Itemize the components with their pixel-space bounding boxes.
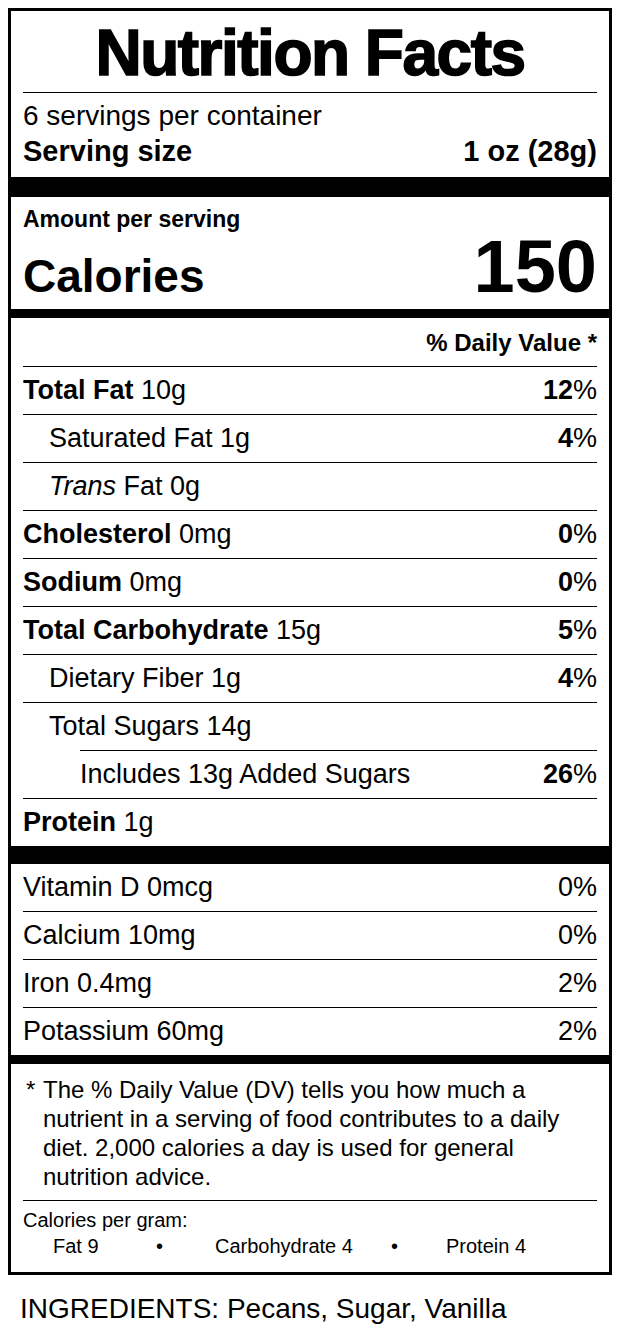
- nutrient-row-protein: Protein 1g: [23, 799, 597, 846]
- nutrient-name: Trans Fat 0g: [49, 471, 200, 502]
- nutrient-row-dietary-fiber: Dietary Fiber 1g 4%: [23, 655, 597, 703]
- nutrient-name-bold: Total Carbohydrate: [23, 615, 269, 645]
- nutrient-name: Protein 1g: [23, 807, 154, 838]
- daily-value-footnote: * The % Daily Value (DV) tells you how m…: [23, 1064, 597, 1201]
- nutrient-row-total-fat: Total Fat 10g 12%: [23, 367, 597, 415]
- micronutrient-row-vitamin-d: Vitamin D 0mcg 0%: [23, 864, 597, 912]
- cpg-carbohydrate: Carbohydrate 4: [215, 1235, 353, 1258]
- nutrient-name: Dietary Fiber 1g: [49, 663, 241, 694]
- ingredients-statement: INGREDIENTS: Pecans, Sugar, Vanilla Extr…: [20, 1292, 600, 1327]
- footnote-line: nutrient in a serving of food contribute…: [43, 1104, 559, 1133]
- calories-value: 150: [474, 233, 597, 301]
- thick-divider-bar: [11, 846, 609, 864]
- cpg-fat: Fat 9: [53, 1235, 99, 1258]
- footnote-line: diet. 2,000 calories a day is used for g…: [43, 1133, 559, 1162]
- nutrient-name-bold: Sodium: [23, 567, 122, 597]
- daily-value-cell: 0%: [558, 567, 597, 598]
- dv-number: 4: [558, 423, 573, 453]
- nutrient-amount: 0mg: [122, 567, 182, 597]
- nutrient-name: Cholesterol 0mg: [23, 519, 232, 550]
- bullet-separator: •: [156, 1235, 163, 1258]
- nutrient-amount: 15g: [269, 615, 322, 645]
- dv-number: 5: [558, 615, 573, 645]
- dv-percent-sign: %: [573, 375, 597, 405]
- dv-percent-sign: %: [573, 519, 597, 549]
- nutrient-name-bold: Total Fat: [23, 375, 134, 405]
- daily-value-cell: 2%: [558, 968, 597, 999]
- daily-value-cell: 2%: [558, 1016, 597, 1047]
- daily-value-cell: 4%: [558, 663, 597, 694]
- calories-per-gram-section: Calories per gram: Fat 9 • Carbohydrate …: [23, 1201, 597, 1272]
- daily-value-cell: 26%: [543, 759, 597, 790]
- micronutrient-name: Vitamin D 0mcg: [23, 872, 213, 903]
- daily-value-cell: 0%: [558, 920, 597, 951]
- micronutrient-row-potassium: Potassium 60mg 2%: [23, 1008, 597, 1055]
- dv-number: 0: [558, 567, 573, 597]
- dv-percent-sign: %: [573, 615, 597, 645]
- medium-divider-bar: [11, 309, 609, 318]
- calories-per-gram-heading: Calories per gram:: [23, 1209, 597, 1232]
- serving-size-label: Serving size: [23, 135, 192, 168]
- ingredients-line: INGREDIENTS: Pecans, Sugar, Vanilla Extr…: [20, 1292, 600, 1327]
- cpg-protein: Protein 4: [446, 1235, 526, 1258]
- nutrient-name: Total Carbohydrate 15g: [23, 615, 321, 646]
- micronutrient-row-iron: Iron 0.4mg 2%: [23, 960, 597, 1008]
- dv-percent-sign: %: [573, 663, 597, 693]
- nutrient-name-bold: Protein: [23, 807, 116, 837]
- nutrient-row-sodium: Sodium 0mg 0%: [23, 559, 597, 607]
- micronutrient-row-calcium: Calcium 10mg 0%: [23, 912, 597, 960]
- thick-divider-bar: [11, 177, 609, 197]
- nutrient-row-total-carbohydrate: Total Carbohydrate 15g 5%: [23, 607, 597, 655]
- medium-divider-bar: [11, 1055, 609, 1064]
- calories-label: Calories: [23, 252, 205, 300]
- serving-size-value: 1 oz (28g): [463, 135, 597, 168]
- nutrient-name-italic: Trans: [49, 471, 116, 501]
- daily-value-header: % Daily Value *: [23, 318, 597, 367]
- label-title: Nutrition Facts: [23, 11, 597, 93]
- daily-value-cell: 0%: [558, 519, 597, 550]
- footnote-text: The % Daily Value (DV) tells you how muc…: [43, 1075, 559, 1191]
- nutrient-row-added-sugars: Includes 13g Added Sugars 26%: [23, 751, 597, 799]
- nutrient-row-total-sugars: Total Sugars 14g: [23, 703, 597, 750]
- footnote-asterisk: *: [23, 1075, 43, 1191]
- daily-value-cell: 4%: [558, 423, 597, 454]
- micronutrient-name: Calcium 10mg: [23, 920, 196, 951]
- dv-number: 0: [558, 519, 573, 549]
- daily-value-cell: 12%: [543, 375, 597, 406]
- footnote-line: nutrition advice.: [43, 1162, 559, 1191]
- dv-number: 4: [558, 663, 573, 693]
- nutrient-row-cholesterol: Cholesterol 0mg 0%: [23, 511, 597, 559]
- nutrient-name-bold: Cholesterol: [23, 519, 172, 549]
- daily-value-cell: 5%: [558, 615, 597, 646]
- nutrient-name: Saturated Fat 1g: [49, 423, 250, 454]
- serving-size-row: Serving size 1 oz (28g): [23, 132, 597, 177]
- nutrient-row-trans-fat: Trans Fat 0g: [23, 463, 597, 511]
- nutrient-amount: 0mg: [172, 519, 232, 549]
- micronutrient-name: Iron 0.4mg: [23, 968, 152, 999]
- nutrient-name: Total Sugars 14g: [49, 711, 252, 742]
- nutrient-name: Total Fat 10g: [23, 375, 186, 406]
- nutrient-amount: Fat 0g: [116, 471, 200, 501]
- nutrient-amount: 1g: [116, 807, 154, 837]
- micronutrient-name: Potassium 60mg: [23, 1016, 224, 1047]
- calories-per-gram-values: Fat 9 • Carbohydrate 4 • Protein 4: [23, 1235, 597, 1260]
- servings-per-container: 6 servings per container: [23, 93, 597, 132]
- daily-value-cell: 0%: [558, 872, 597, 903]
- nutrient-amount: 10g: [134, 375, 187, 405]
- dv-percent-sign: %: [573, 759, 597, 789]
- dv-number: 12: [543, 375, 573, 405]
- nutrient-name: Sodium 0mg: [23, 567, 182, 598]
- dv-percent-sign: %: [573, 423, 597, 453]
- nutrient-name: Includes 13g Added Sugars: [80, 759, 410, 790]
- nutrient-row-saturated-fat: Saturated Fat 1g 4%: [23, 415, 597, 463]
- dv-percent-sign: %: [573, 567, 597, 597]
- nutrition-facts-label: Nutrition Facts 6 servings per container…: [8, 8, 612, 1275]
- calories-row: Calories 150: [23, 233, 597, 309]
- footnote-line: The % Daily Value (DV) tells you how muc…: [43, 1075, 559, 1104]
- dv-number: 26: [543, 759, 573, 789]
- bullet-separator: •: [391, 1235, 398, 1258]
